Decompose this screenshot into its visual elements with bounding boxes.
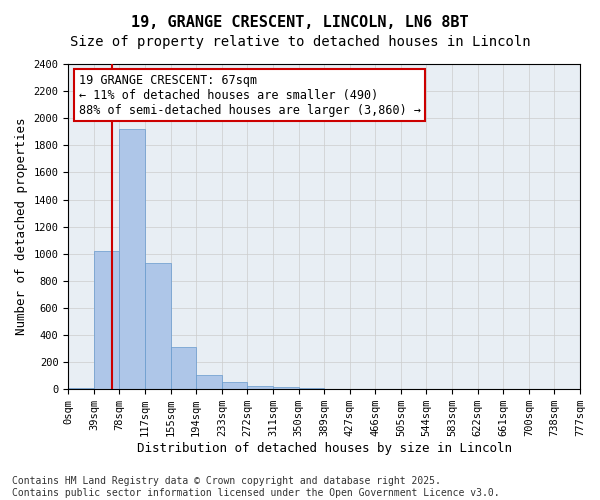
Bar [324, 388, 350, 389]
Bar [247, 386, 273, 389]
Text: 19, GRANGE CRESCENT, LINCOLN, LN6 8BT: 19, GRANGE CRESCENT, LINCOLN, LN6 8BT [131, 15, 469, 30]
Text: 19 GRANGE CRESCENT: 67sqm
← 11% of detached houses are smaller (490)
88% of semi: 19 GRANGE CRESCENT: 67sqm ← 11% of detac… [79, 74, 421, 117]
Bar [145, 263, 170, 389]
Bar [273, 387, 299, 389]
Bar [196, 375, 222, 389]
Bar [222, 382, 247, 389]
Bar [170, 346, 196, 389]
X-axis label: Distribution of detached houses by size in Lincoln: Distribution of detached houses by size … [137, 442, 512, 455]
Bar [119, 129, 145, 389]
Bar [68, 388, 94, 389]
Y-axis label: Number of detached properties: Number of detached properties [15, 118, 28, 336]
Bar [94, 251, 119, 389]
Text: Size of property relative to detached houses in Lincoln: Size of property relative to detached ho… [70, 35, 530, 49]
Text: Contains HM Land Registry data © Crown copyright and database right 2025.
Contai: Contains HM Land Registry data © Crown c… [12, 476, 500, 498]
Bar [299, 388, 324, 389]
